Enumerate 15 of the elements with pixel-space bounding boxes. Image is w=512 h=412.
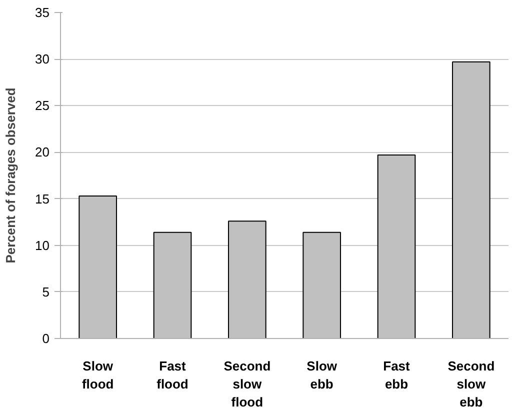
- x-tick-label: Fast ebb: [383, 358, 411, 392]
- y-tick-label: 10: [35, 238, 50, 253]
- x-tick-label: Second slow flood: [224, 358, 271, 410]
- y-axis-title: Percent of forages observed: [3, 88, 18, 264]
- y-tick-label: 0: [42, 331, 50, 346]
- x-tick-label: Fast flood: [156, 358, 188, 392]
- y-tick-label: 15: [35, 191, 50, 206]
- x-tick-label: Slow ebb: [306, 358, 338, 392]
- y-tick-label: 5: [42, 284, 50, 300]
- y-tick-label: 20: [35, 144, 50, 160]
- x-tick-label: Slow flood: [82, 358, 114, 392]
- y-tick-label: 30: [35, 52, 50, 67]
- y-tick-label: 25: [35, 98, 50, 114]
- x-tick-label: Second slow ebb: [448, 358, 495, 410]
- y-tick-label: 35: [35, 5, 50, 20]
